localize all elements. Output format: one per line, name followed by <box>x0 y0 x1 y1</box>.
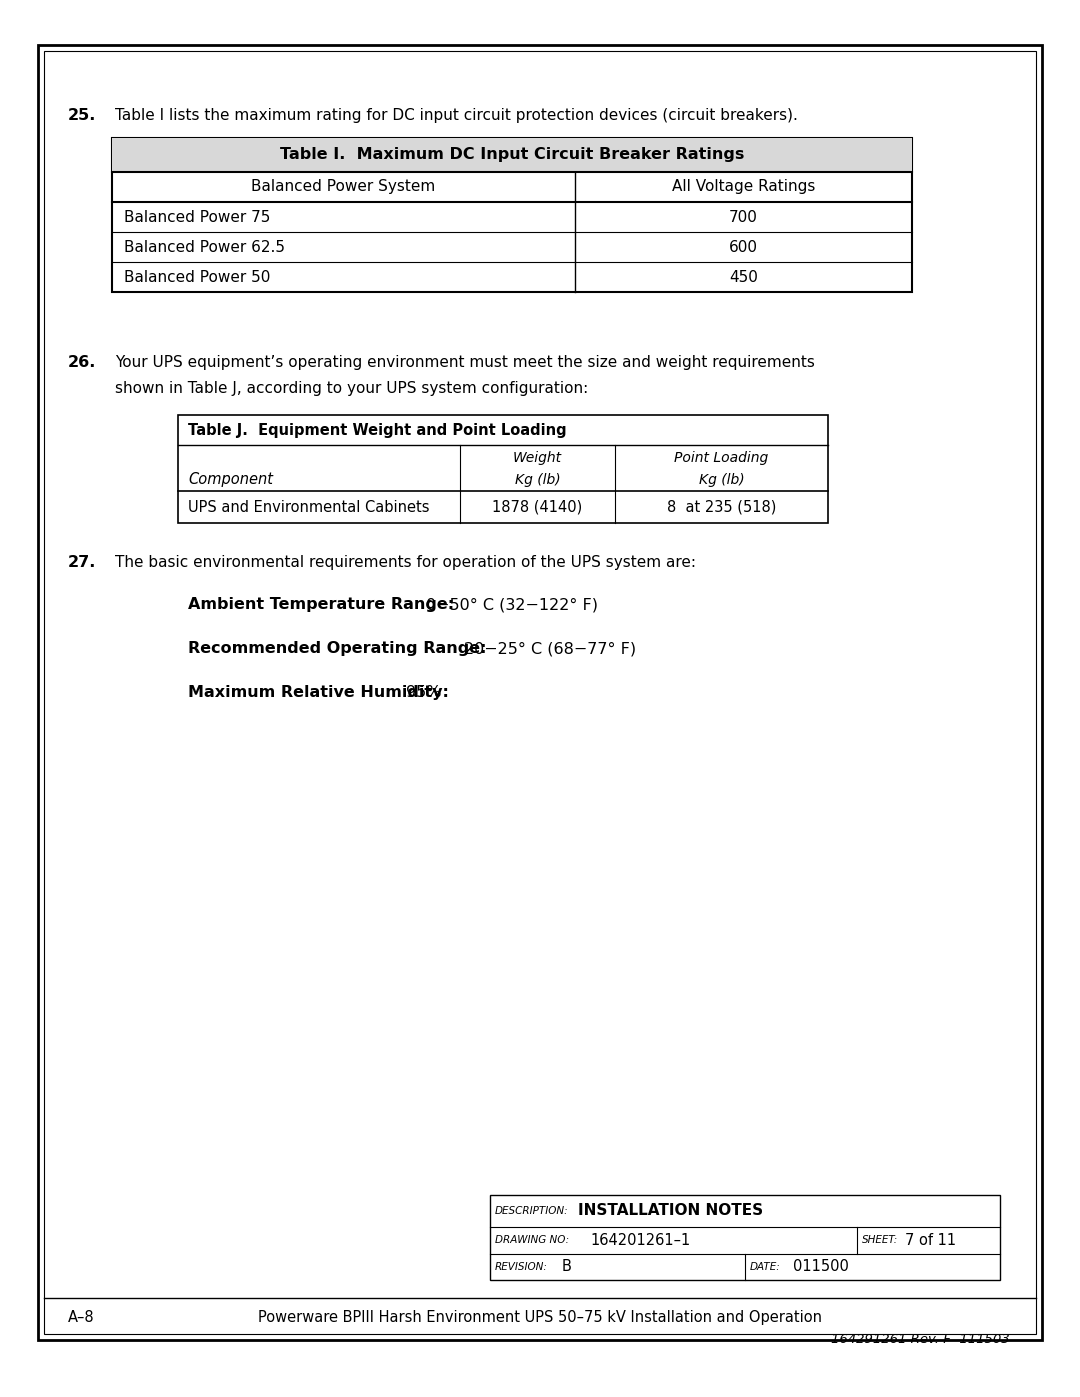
Text: Weight: Weight <box>513 451 562 465</box>
Text: 20−25° C (68−77° F): 20−25° C (68−77° F) <box>464 641 636 657</box>
Bar <box>112 138 912 172</box>
Text: Maximum Relative Humidity:: Maximum Relative Humidity: <box>188 685 449 700</box>
Text: 164201261–1: 164201261–1 <box>590 1232 690 1248</box>
Bar <box>490 1194 1000 1280</box>
Text: Balanced Power System: Balanced Power System <box>252 179 435 194</box>
Text: Balanced Power 75: Balanced Power 75 <box>124 210 270 225</box>
Text: The basic environmental requirements for operation of the UPS system are:: The basic environmental requirements for… <box>114 555 696 570</box>
Text: Table I lists the maximum rating for DC input circuit protection devices (circui: Table I lists the maximum rating for DC … <box>114 108 798 123</box>
Text: 164291261 Rev. F  111503: 164291261 Rev. F 111503 <box>832 1333 1010 1345</box>
Bar <box>178 415 828 522</box>
Text: UPS and Environmental Cabinets: UPS and Environmental Cabinets <box>188 500 430 514</box>
Text: Recommended Operating Range:: Recommended Operating Range: <box>188 641 486 657</box>
Text: DATE:: DATE: <box>750 1261 781 1271</box>
Text: Powerware BPIII Harsh Environment UPS 50–75 kV Installation and Operation: Powerware BPIII Harsh Environment UPS 50… <box>258 1310 822 1324</box>
Text: 8  at 235 (518): 8 at 235 (518) <box>666 500 777 514</box>
Text: shown in Table J, according to your UPS system configuration:: shown in Table J, according to your UPS … <box>114 381 589 395</box>
Text: DRAWING NO:: DRAWING NO: <box>495 1235 569 1245</box>
Text: 450: 450 <box>729 270 758 285</box>
Text: REVISION:: REVISION: <box>495 1261 548 1271</box>
Text: B: B <box>562 1259 572 1274</box>
Text: 95%: 95% <box>406 685 442 700</box>
Text: SHEET:: SHEET: <box>862 1235 899 1245</box>
Text: Balanced Power 50: Balanced Power 50 <box>124 270 270 285</box>
Text: All Voltage Ratings: All Voltage Ratings <box>672 179 815 194</box>
Text: INSTALLATION NOTES: INSTALLATION NOTES <box>578 1203 764 1218</box>
Text: 25.: 25. <box>68 108 96 123</box>
Text: 600: 600 <box>729 239 758 254</box>
Text: 26.: 26. <box>68 355 96 370</box>
Text: Component: Component <box>188 472 273 488</box>
Bar <box>112 138 912 292</box>
Text: DESCRIPTION:: DESCRIPTION: <box>495 1206 569 1215</box>
Text: Kg (lb): Kg (lb) <box>515 474 561 488</box>
Text: A–8: A–8 <box>68 1310 95 1324</box>
Text: 27.: 27. <box>68 555 96 570</box>
Text: Table J.  Equipment Weight and Point Loading: Table J. Equipment Weight and Point Load… <box>188 422 567 437</box>
Text: 011500: 011500 <box>793 1259 849 1274</box>
Text: 0−50° C (32−122° F): 0−50° C (32−122° F) <box>426 597 598 612</box>
Text: Ambient Temperature Range:: Ambient Temperature Range: <box>188 597 454 612</box>
Text: 700: 700 <box>729 210 758 225</box>
Text: Kg (lb): Kg (lb) <box>699 474 744 488</box>
Text: Point Loading: Point Loading <box>674 451 769 465</box>
Text: Balanced Power 62.5: Balanced Power 62.5 <box>124 239 285 254</box>
Text: 7 of 11: 7 of 11 <box>905 1232 956 1248</box>
Text: Table I.  Maximum DC Input Circuit Breaker Ratings: Table I. Maximum DC Input Circuit Breake… <box>280 148 744 162</box>
Text: Your UPS equipment’s operating environment must meet the size and weight require: Your UPS equipment’s operating environme… <box>114 355 815 370</box>
Text: 1878 (4140): 1878 (4140) <box>492 500 582 514</box>
